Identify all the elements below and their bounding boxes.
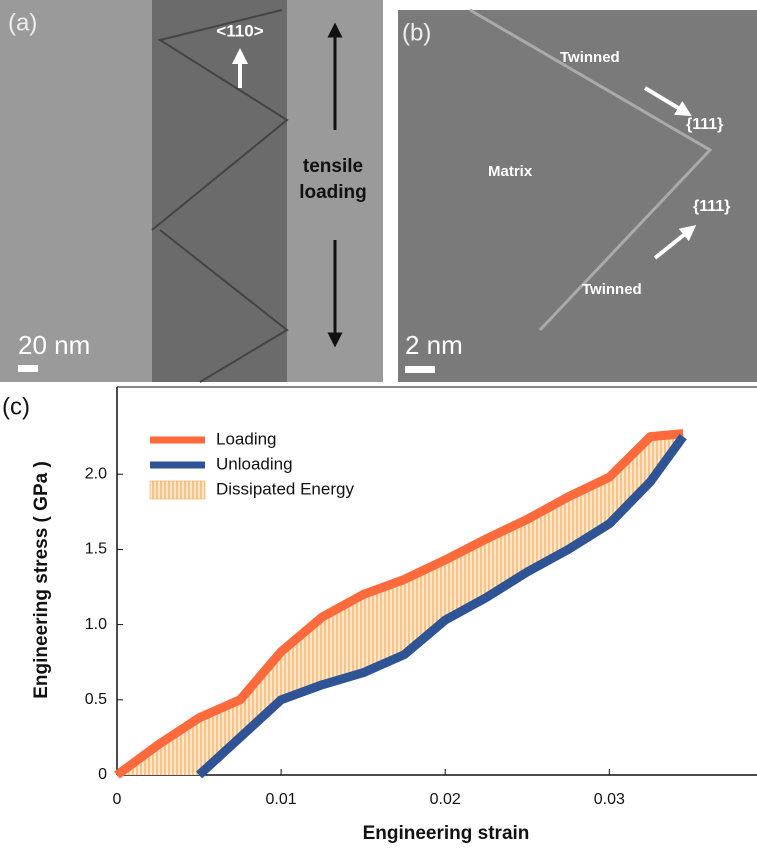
panel-a: (a) <110> tensile loading 20 nm [0, 0, 383, 382]
legend-label: Unloading [216, 454, 293, 473]
scale-bar [405, 366, 435, 373]
annotation: loading [299, 182, 367, 203]
nanowire [152, 0, 287, 382]
figure-svg: (a) <110> tensile loading 20 nm (b) Twin… [0, 0, 757, 848]
scale-label: 2 nm [405, 330, 463, 360]
y-axis-label: Engineering stress ( GPa ) [31, 461, 52, 699]
scale-bar [18, 365, 38, 372]
y-tick-label: 0.5 [85, 691, 107, 708]
panel-label: (b) [402, 19, 431, 46]
annotation: Matrix [488, 163, 533, 180]
x-tick-label: 0.01 [266, 791, 297, 808]
legend-label: Dissipated Energy [216, 479, 354, 498]
annotation: Twinned [560, 49, 620, 66]
figure: (a) <110> tensile loading 20 nm (b) Twin… [0, 0, 757, 848]
annotation: {111} [686, 116, 723, 133]
legend-label: Loading [216, 429, 277, 448]
legend-swatch [150, 481, 205, 499]
annotation: Twinned [582, 281, 642, 298]
panel-label: (a) [8, 9, 37, 36]
y-tick-label: 2.0 [85, 465, 107, 482]
annotation: tensile [303, 156, 363, 177]
annotation: {111} [693, 198, 730, 215]
scale-label: 20 nm [18, 330, 90, 360]
x-axis-label: Engineering strain [363, 823, 530, 844]
x-tick-label: 0.02 [430, 791, 461, 808]
y-tick-label: 1.5 [85, 541, 107, 558]
x-tick-label: 0.03 [594, 791, 625, 808]
y-tick-label: 0 [98, 766, 107, 783]
panel-b: (b) Twinned {111} Matrix {111} Twinned 2… [398, 10, 757, 382]
annotation: <110> [216, 21, 263, 40]
panel-label: (c) [2, 393, 30, 420]
x-tick-label: 0 [113, 791, 122, 808]
y-tick-label: 1.0 [85, 616, 107, 633]
